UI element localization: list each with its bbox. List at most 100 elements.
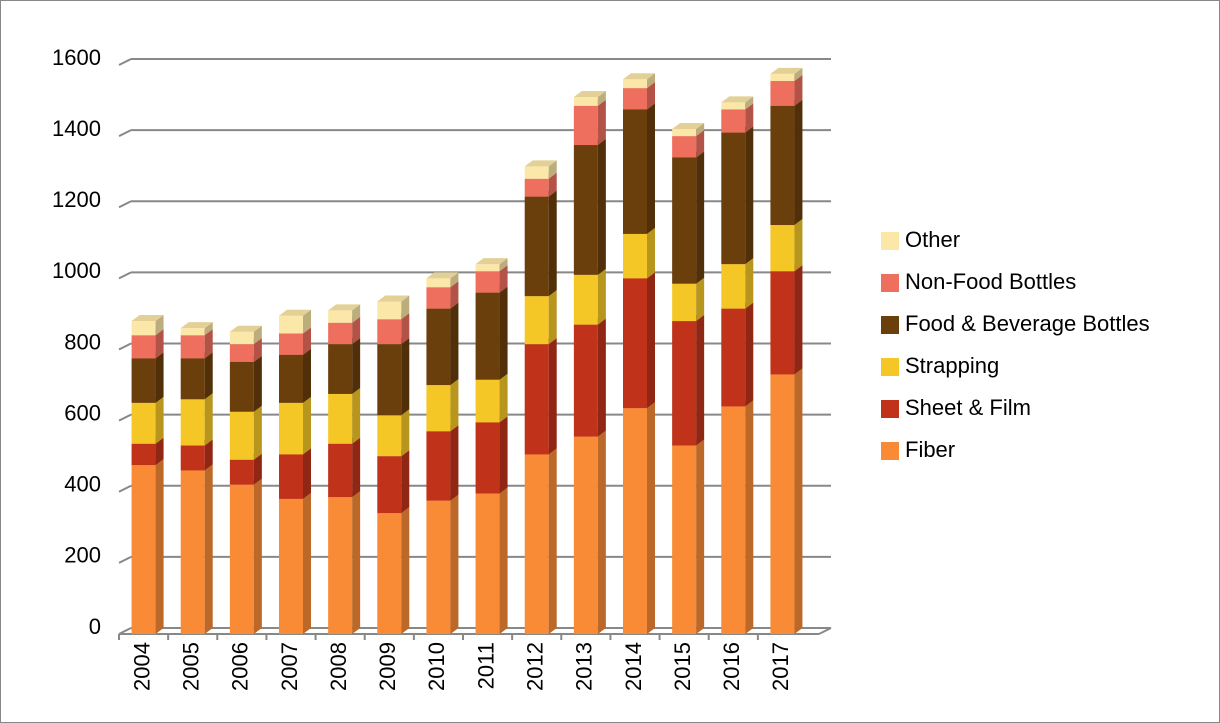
bar-front (131, 465, 156, 634)
y-tick-label: 600 (64, 400, 101, 425)
bar-segment (377, 338, 410, 416)
bar-segment (524, 160, 557, 179)
bar-front (131, 335, 156, 359)
bar-front (524, 196, 549, 297)
bar-front (328, 443, 353, 498)
bar-side (303, 327, 311, 355)
bar-front (229, 459, 254, 485)
bar-front (672, 157, 697, 284)
bar-top (475, 258, 508, 265)
bar-segment (770, 99, 803, 226)
bar-front (770, 81, 795, 106)
bar-front (623, 109, 647, 234)
bar-segment (426, 494, 459, 634)
bar-segment (180, 464, 213, 634)
bar-side (352, 387, 361, 444)
bar-front (426, 500, 451, 634)
bar-side (253, 453, 262, 485)
bar-front (180, 445, 205, 471)
bar-side (352, 316, 361, 345)
bar-segment (475, 373, 508, 423)
bar-front (426, 431, 451, 501)
bar-segment (623, 73, 655, 89)
bar-front (328, 322, 353, 345)
bar-side (647, 103, 655, 234)
grid-line-side (118, 58, 132, 66)
bar-side (303, 396, 311, 455)
bar-front (279, 402, 303, 455)
bar-side (745, 103, 754, 133)
bar-side (253, 355, 262, 412)
bar-front (672, 129, 697, 137)
bar-segment (377, 507, 410, 634)
bar-side (548, 160, 557, 179)
bar-top (180, 322, 213, 329)
legend-swatch (881, 400, 899, 418)
bar-front (229, 331, 254, 345)
bar-side (499, 373, 508, 423)
bar-front (180, 335, 205, 359)
x-tick-label: 2008 (326, 642, 351, 691)
bar-segment (672, 277, 705, 322)
grid-line-side (118, 200, 132, 209)
bar-segment (721, 96, 754, 110)
bar-front (426, 278, 451, 288)
bar-front (426, 287, 451, 309)
bar-segment (426, 379, 459, 432)
bar-front (770, 105, 795, 226)
bar-segment (131, 459, 164, 634)
bar-segment (328, 437, 361, 498)
bar-front (770, 374, 795, 634)
bar-segment (180, 393, 213, 446)
bar-segment (721, 258, 754, 309)
bar-front (721, 132, 746, 265)
bar-front (131, 358, 156, 403)
bar-side (155, 352, 164, 403)
bar-side (401, 450, 410, 514)
bar-side (499, 487, 508, 634)
bar-front (279, 333, 303, 355)
bar-side (696, 277, 705, 322)
bar-side (794, 219, 803, 272)
bar-segment (279, 492, 311, 634)
bar-side (499, 265, 508, 293)
bar-front (770, 271, 795, 375)
bar-front (573, 105, 598, 146)
bar-segment (328, 387, 361, 444)
bar-side (253, 338, 262, 362)
y-tick-label: 200 (64, 543, 101, 568)
bar-front (180, 470, 205, 634)
bar-segment (328, 491, 361, 634)
bar-side (450, 272, 459, 288)
bar-segment (721, 302, 754, 407)
bar-side (352, 304, 361, 323)
bar-side (647, 82, 655, 110)
bar-front (180, 399, 205, 446)
bar-segment (475, 258, 508, 272)
bar-side (647, 272, 655, 409)
bar-front (623, 278, 647, 409)
bar-side (204, 439, 213, 471)
bar-side (696, 151, 705, 284)
bar-side (450, 494, 459, 634)
bar-front (524, 344, 549, 455)
x-tick-label: 2004 (129, 642, 154, 691)
bar-segment (229, 325, 262, 345)
bar-front (229, 411, 254, 460)
bar-top (721, 96, 754, 103)
bar-segment (229, 355, 262, 412)
bar-side (548, 172, 557, 197)
bar-segment (131, 315, 164, 336)
bar-front (229, 361, 254, 412)
bar-front (328, 344, 353, 394)
bar-front (377, 415, 402, 457)
bar-side (696, 315, 705, 446)
legend-swatch (881, 442, 899, 460)
x-tick-label: 2014 (621, 642, 646, 691)
legend-label: Sheet & Film (905, 395, 1031, 420)
legend-swatch (881, 358, 899, 376)
bar-segment (623, 227, 655, 279)
bar-front (672, 136, 697, 158)
x-tick-label: 2009 (375, 642, 400, 691)
